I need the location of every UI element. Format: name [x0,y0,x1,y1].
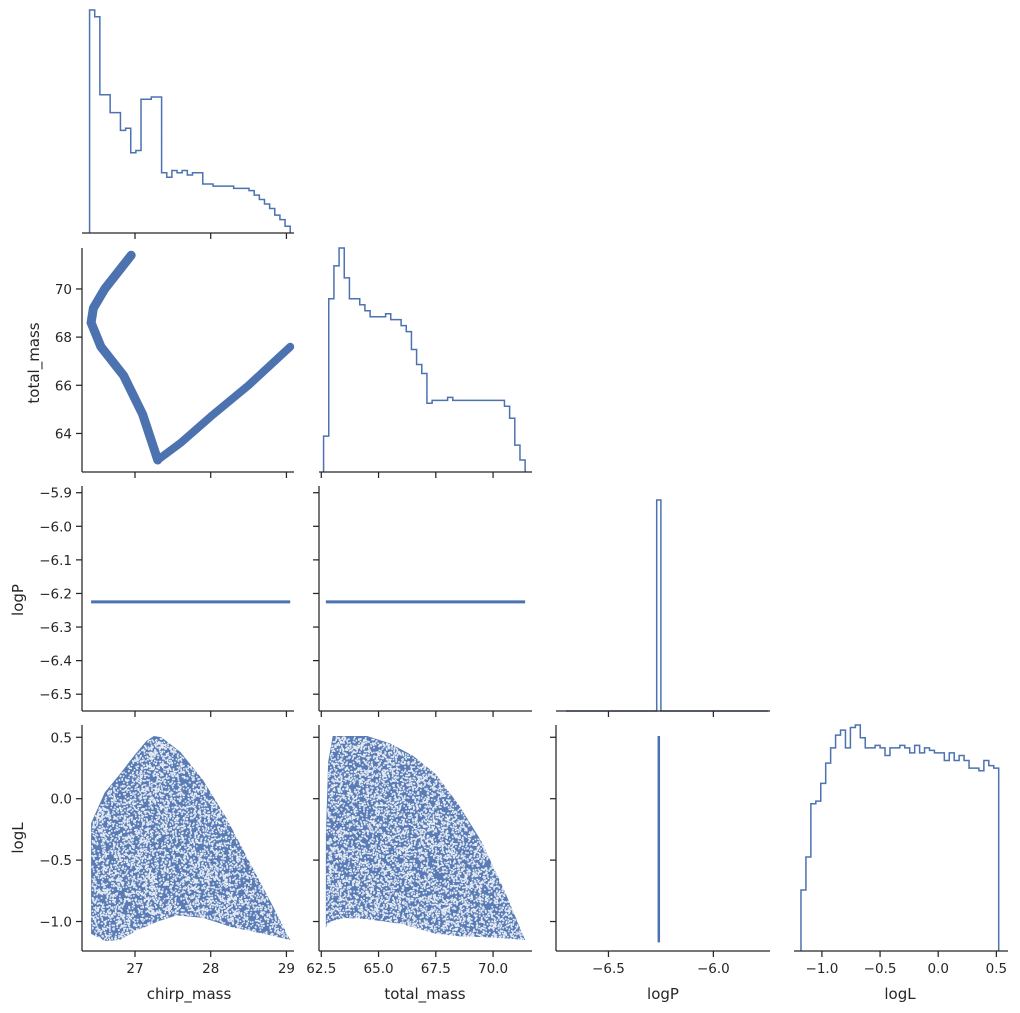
scatter-total-mass-vs-logp [313,486,532,717]
scatter-chirp-mass-vs-total-mass: 64 66 68 70 [55,248,295,478]
total-mass-histogram [322,247,526,472]
p20-y-tick-label: −6.5 [39,687,72,703]
p20-y-tick-label: −6.0 [39,519,72,535]
p33-x-tick-label: 0.0 [927,961,948,977]
hist-total-mass-panel [319,247,532,478]
p31-x-tick-label: 70.0 [478,961,508,977]
p33-x-tick-label: −1.0 [806,961,839,977]
p31-x-tick-label: 67.5 [421,961,451,977]
hist-logp-panel [556,499,770,717]
p10-y-tick-label: 70 [55,282,72,298]
y-axis-label-logp: logP [9,584,27,616]
p20-y-tick-label: −5.9 [39,486,72,502]
p30-y-tick-label: −0.5 [39,853,72,869]
p20-y-tick-label: −6.1 [39,553,72,569]
p31-x-tick-label: 62.5 [306,961,336,977]
scatter-band-lower [153,342,295,464]
p10-y-tick-label: 64 [55,426,72,442]
p30-y-tick-label: 0.0 [51,792,72,808]
chirp-mass-histogram [88,9,291,233]
x-axis-label-chirp-mass: chirp_mass [147,985,232,1004]
p10-y-tick-label: 66 [55,378,72,394]
p30-x-tick-label: 27 [126,961,143,977]
scatter-total-mass-vs-logl: 62.5 65.0 67.5 70.0 [306,725,532,977]
scatter-logp-vs-logl: −6.5 −6.0 [550,725,770,977]
logp-histogram [566,499,768,712]
scatter-band-upper [86,250,163,465]
x-axis-label-total-mass: total_mass [384,985,465,1004]
p33-x-tick-label: −0.5 [864,961,897,977]
y-axis-label-logl: logL [9,822,27,854]
scatter-chirp-mass-vs-logl: −1.0 −0.5 0.0 0.5 27 28 29 [39,725,295,977]
p30-x-tick-label: 29 [278,961,295,977]
hist-logl-panel: −1.0 −0.5 0.0 0.5 [794,724,1008,977]
scatter-chirp-mass-vs-logp: −6.5 −6.4 −6.3 −6.2 −6.1 −6.0 −5.9 [39,486,294,717]
logl-histogram [800,724,1000,951]
y-axis-label-total-mass: total_mass [25,322,44,403]
p30-y-tick-label: −1.0 [39,915,72,931]
p10-y-tick-label: 68 [55,330,72,346]
p30-y-tick-label: 0.5 [51,730,72,746]
logl-vs-total-mass-cloud-gaps [326,736,524,941]
p30-x-tick-label: 28 [202,961,219,977]
x-axis-label-logl: logL [884,985,916,1003]
p20-y-tick-label: −6.4 [39,654,72,670]
p32-x-tick-label: −6.5 [592,961,625,977]
p31-x-tick-label: 65.0 [364,961,394,977]
p20-y-tick-label: −6.2 [39,586,72,602]
p33-x-tick-label: 0.5 [986,961,1007,977]
logl-vs-chirp-mass-cloud-gaps [91,737,289,943]
x-axis-label-logp: logP [647,985,679,1003]
hist-chirp-mass-panel [82,9,294,239]
p20-y-tick-label: −6.3 [39,620,72,636]
p32-x-tick-label: −6.0 [697,961,730,977]
